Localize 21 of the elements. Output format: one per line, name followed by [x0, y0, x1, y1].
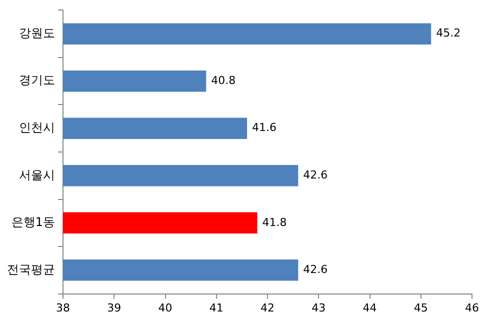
- x-tick-label: 40: [158, 301, 172, 314]
- data-label: 41.8: [262, 216, 287, 229]
- y-tick-label: 강원도: [19, 26, 55, 40]
- y-tick-label: 서울시: [19, 168, 55, 182]
- x-tick-label: 38: [56, 301, 70, 314]
- data-label: 45.2: [436, 26, 461, 40]
- y-tick-label: 전국평균: [7, 262, 55, 276]
- data-label: 41.6: [252, 121, 277, 134]
- x-tick-label: 45: [414, 301, 428, 314]
- data-label: 42.6: [303, 168, 328, 182]
- x-tick-label: 41: [209, 301, 224, 314]
- y-tick-label: 경기도: [19, 73, 55, 88]
- y-tick-label: 인천시: [19, 120, 55, 134]
- data-label: 40.8: [211, 74, 236, 87]
- y-tick-label: 은행1동: [11, 215, 55, 230]
- x-tick-label: 46: [465, 301, 479, 314]
- x-tick-label: 42: [260, 301, 274, 314]
- data-label: 42.6: [303, 263, 328, 276]
- x-tick-label: 39: [107, 301, 122, 314]
- x-tick-label: 43: [312, 301, 326, 314]
- x-tick-label: 44: [362, 301, 377, 314]
